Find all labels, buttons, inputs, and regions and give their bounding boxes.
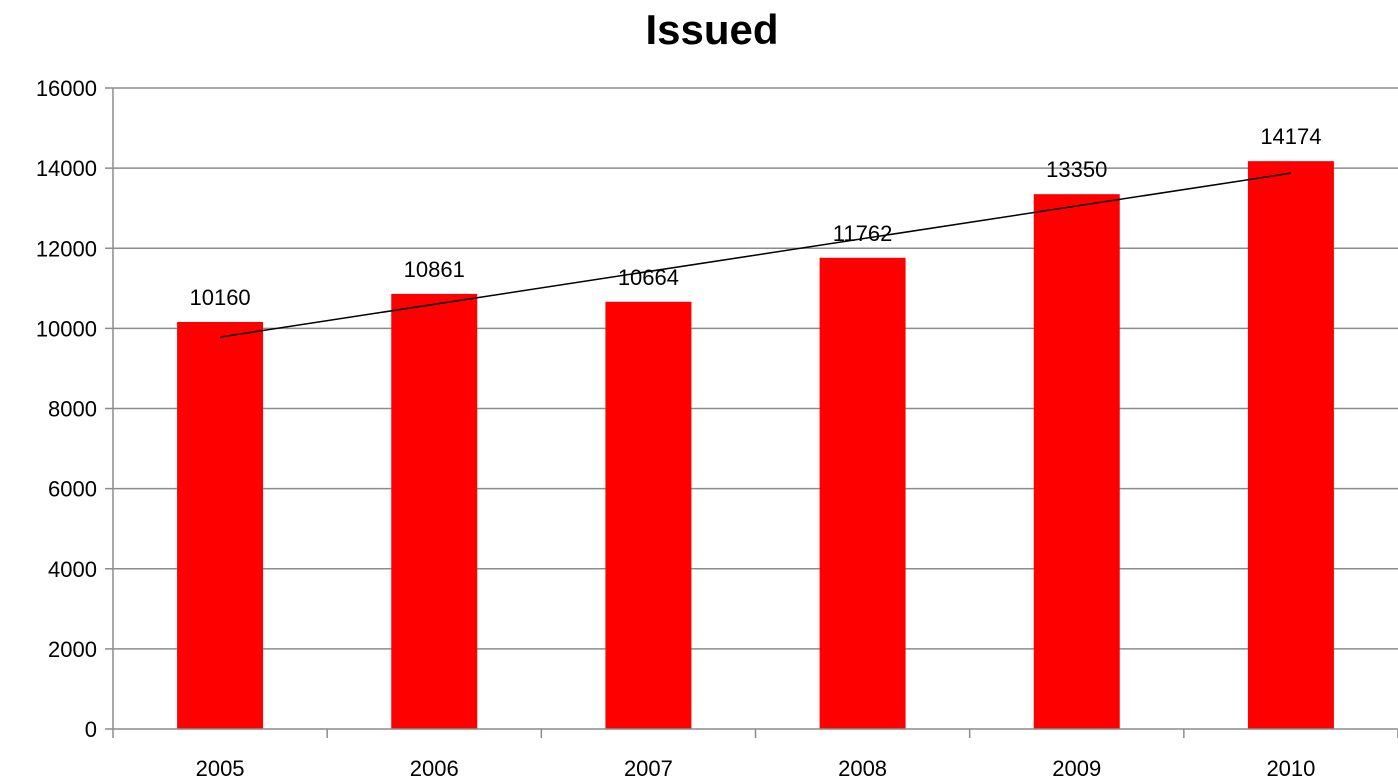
data-label: 14174 [1260, 124, 1321, 149]
x-tick-label: 2008 [838, 756, 887, 781]
y-tick-label: 14000 [36, 156, 97, 181]
bar [1033, 194, 1120, 729]
y-tick-label: 0 [85, 717, 97, 742]
trendline [219, 172, 1292, 338]
bar [819, 257, 906, 729]
bar [1247, 161, 1334, 730]
y-tick-label: 10000 [36, 316, 97, 341]
y-tick-label: 4000 [48, 557, 97, 582]
y-tick-label: 6000 [48, 477, 97, 502]
x-tick-label: 2009 [1052, 756, 1101, 781]
y-tick-label: 8000 [48, 397, 97, 422]
y-tick-label: 16000 [36, 76, 97, 101]
y-tick-label: 2000 [48, 637, 97, 662]
x-tick-label: 2005 [196, 756, 245, 781]
trendline-line [219, 172, 1292, 338]
x-axis [112, 728, 1398, 738]
bar [605, 301, 692, 729]
data-label: 10861 [404, 257, 465, 282]
chart-title: Issued [645, 6, 778, 53]
x-axis-tick-labels: 2005 2006 2007 2008 2009 2010 [196, 756, 1316, 781]
bar [391, 293, 478, 729]
y-tick-label: 12000 [36, 236, 97, 261]
bar [177, 321, 264, 729]
bars [177, 161, 1334, 730]
data-label: 13350 [1046, 157, 1107, 182]
data-label: 10160 [189, 285, 250, 310]
x-tick-label: 2007 [624, 756, 673, 781]
gridlines [105, 87, 1398, 730]
x-tick-label: 2010 [1266, 756, 1315, 781]
y-axis-tick-labels: 0 2000 4000 6000 8000 10000 12000 14000 16000 [36, 76, 97, 742]
x-tick-label: 2006 [410, 756, 459, 781]
